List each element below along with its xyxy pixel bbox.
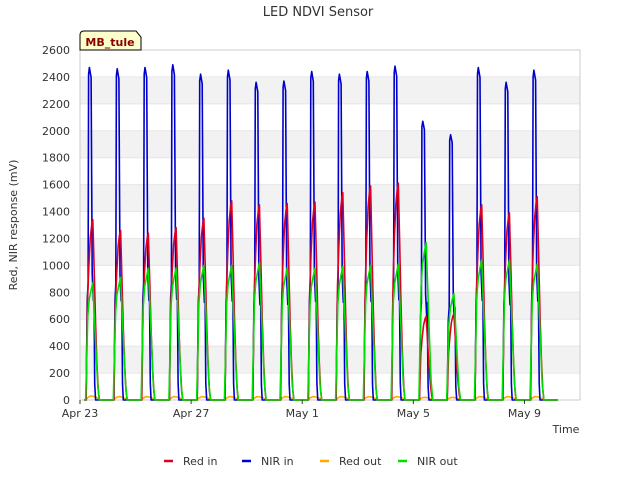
y-tick-label: 0 xyxy=(63,394,70,407)
y-tick-label: 800 xyxy=(49,286,70,299)
y-tick-label: 1800 xyxy=(42,152,70,165)
grid-band xyxy=(80,184,580,212)
grid-band xyxy=(80,130,580,158)
y-tick-label: 1600 xyxy=(42,179,70,192)
x-axis-ticks: Apr 23 Apr 27 May 1 May 5 May 9 xyxy=(62,400,541,420)
x-tick-label: May 1 xyxy=(286,407,319,420)
site-label-box xyxy=(79,30,142,51)
y-tick-label: 400 xyxy=(49,340,70,353)
y-axis-label: Red, NIR response (mV) xyxy=(7,160,20,291)
x-axis-label: Time xyxy=(552,423,580,436)
y-tick-label: 600 xyxy=(49,313,70,326)
grid-bands xyxy=(80,76,580,374)
y-tick-label: 200 xyxy=(49,367,70,380)
series-line-nir-out xyxy=(84,241,558,401)
legend-label: Red in xyxy=(183,455,217,468)
legend: Red in NIR in Red out NIR out xyxy=(164,455,458,468)
site-label-text: MB_tule xyxy=(85,36,134,49)
y-tick-label: 2400 xyxy=(42,71,70,84)
x-tick-label: May 5 xyxy=(397,407,430,420)
series-line-red-out xyxy=(84,395,558,401)
grid-band xyxy=(80,292,580,320)
x-tick-label: May 9 xyxy=(508,407,541,420)
grid-band xyxy=(80,76,580,104)
chart-title: LED NDVI Sensor xyxy=(263,5,374,20)
y-tick-label: 2600 xyxy=(42,44,70,57)
x-tick-label: Apr 27 xyxy=(173,407,210,420)
grid-band xyxy=(80,238,580,266)
grid-band xyxy=(80,346,580,374)
site-label-tag: MB_tule xyxy=(79,30,142,51)
legend-label: Red out xyxy=(339,455,382,468)
y-tick-label: 1200 xyxy=(42,232,70,245)
y-axis-ticks: 0 200 400 600 800 1000 1200 1400 1600 1800 2000 220… xyxy=(42,44,70,407)
y-tick-label: 2000 xyxy=(42,125,70,138)
series-layer xyxy=(84,64,558,401)
legend-label: NIR out xyxy=(417,455,458,468)
y-tick-label: 1000 xyxy=(42,259,70,272)
legend-label: NIR in xyxy=(261,455,294,468)
x-tick-label: Apr 23 xyxy=(62,407,99,420)
y-tick-label: 2200 xyxy=(42,98,70,111)
y-tick-label: 1400 xyxy=(42,206,70,219)
